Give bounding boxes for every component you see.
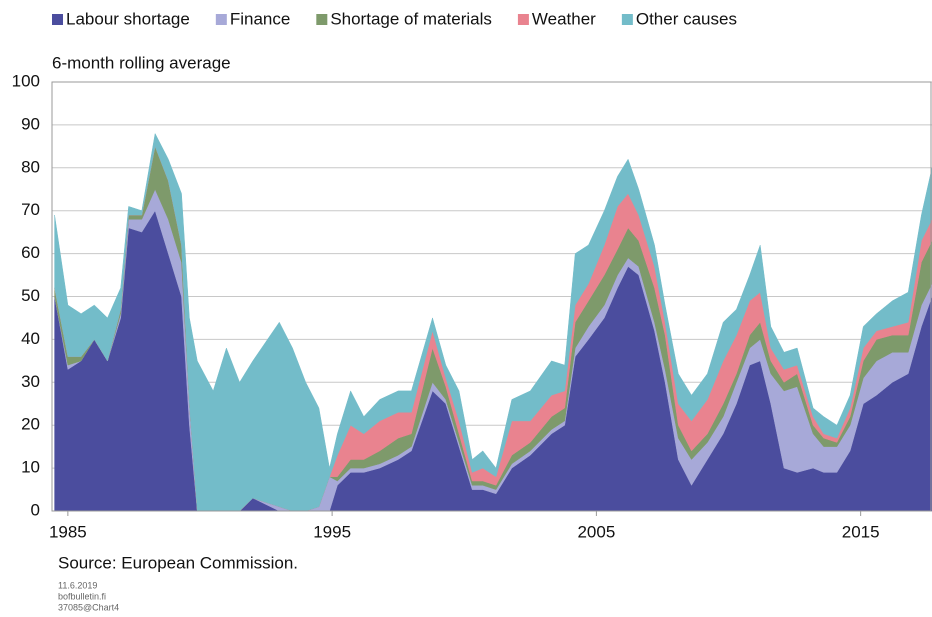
legend-swatch <box>215 14 227 25</box>
y-tick-label: 60 <box>21 243 40 262</box>
legend-label: Weather <box>532 9 596 28</box>
y-tick-label: 90 <box>21 114 40 133</box>
footer-date: 11.6.2019 <box>58 580 97 590</box>
x-tick-label: 2005 <box>577 522 615 541</box>
legend-swatch <box>316 14 328 25</box>
x-tick-label: 1985 <box>49 522 87 541</box>
legend-swatch <box>621 14 633 25</box>
legend-label: Finance <box>230 9 290 28</box>
footer-id: 37085@Chart4 <box>58 602 119 612</box>
x-tick-label: 2015 <box>842 522 880 541</box>
x-tick-label: 1995 <box>313 522 351 541</box>
source: Source: European Commission. <box>58 553 298 572</box>
legend-item: Other causes <box>621 9 737 28</box>
y-tick-label: 10 <box>21 458 40 477</box>
legend-label: Shortage of materials <box>330 9 492 28</box>
area <box>54 132 932 512</box>
y-tick-label: 50 <box>21 286 40 305</box>
legend-item: Weather <box>517 9 596 28</box>
y-tick-label: 100 <box>12 71 40 90</box>
y-tick-label: 80 <box>21 157 40 176</box>
y-tick-label: 70 <box>21 200 40 219</box>
footer-site: bofbulletin.fi <box>58 591 106 601</box>
subtitle: 6-month rolling average <box>52 53 231 72</box>
legend-item: Labour shortage <box>52 9 190 28</box>
y-tick-label: 40 <box>21 329 40 348</box>
legend-item: Shortage of materials <box>316 9 492 28</box>
legend-swatch <box>52 14 63 25</box>
legend-swatch <box>517 14 529 25</box>
legend-label: Labour shortage <box>66 9 190 28</box>
y-tick-label: 20 <box>21 415 40 434</box>
plot-frame <box>51 81 932 512</box>
y-tick-label: 0 <box>31 500 40 519</box>
legend-item: Finance <box>215 9 290 28</box>
y-tick-label: 30 <box>21 372 40 391</box>
legend-label: Other causes <box>636 9 737 28</box>
